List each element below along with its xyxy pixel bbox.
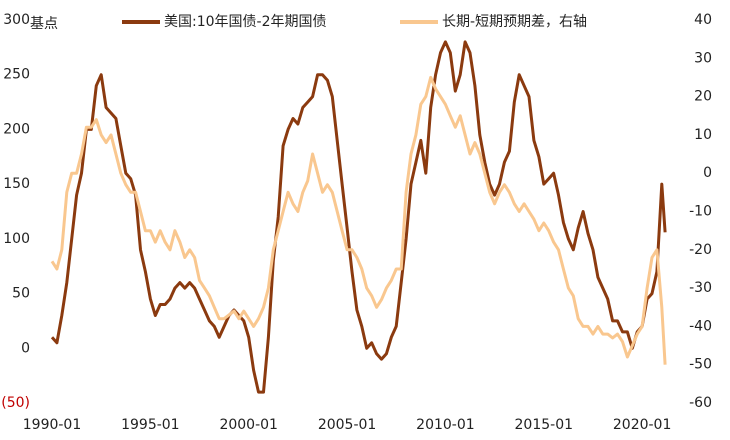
y-tick-label: 50 — [12, 286, 30, 302]
y2-tick-label: 10 — [694, 127, 712, 143]
x-tick-label: 2005-01 — [318, 417, 377, 433]
y2-tick-label: -20 — [689, 242, 712, 258]
y2-tick-label: -60 — [689, 395, 712, 411]
y2-tick-label: -10 — [689, 204, 712, 220]
x-tick-label: 1990-01 — [23, 417, 82, 433]
y-tick-label: 250 — [3, 67, 30, 83]
y2-tick-label: -30 — [689, 280, 712, 296]
x-tick-label: 2020-01 — [613, 417, 672, 433]
y2-tick-label: 30 — [694, 50, 712, 66]
y2-tick-label: 20 — [694, 89, 712, 105]
y-tick-label: 100 — [3, 231, 30, 247]
y-tick-label: 200 — [3, 121, 30, 137]
series-line — [50, 40, 667, 394]
x-tick-label: 2000-01 — [219, 417, 278, 433]
series-line — [50, 75, 667, 365]
y-tick-label: 150 — [3, 176, 30, 192]
legend-label: 美国:10年国债-2年期国债 — [164, 14, 327, 30]
y2-tick-label: -50 — [689, 357, 712, 373]
y-axis-label: 基点 — [30, 15, 58, 32]
legend-label: 长期-短期预期差，右轴 — [442, 14, 587, 30]
y-tick-label: 0 — [21, 340, 30, 356]
y2-tick-label: 0 — [703, 165, 712, 181]
y2-tick-label: -40 — [689, 318, 712, 334]
y2-tick-label: 40 — [694, 12, 712, 28]
x-tick-label: 1995-01 — [121, 417, 180, 433]
x-tick-label: 2015-01 — [515, 417, 574, 433]
x-tick-label: 2010-01 — [416, 417, 475, 433]
y-tick-label: (50) — [1, 395, 30, 411]
y-tick-label: 300 — [3, 12, 30, 28]
